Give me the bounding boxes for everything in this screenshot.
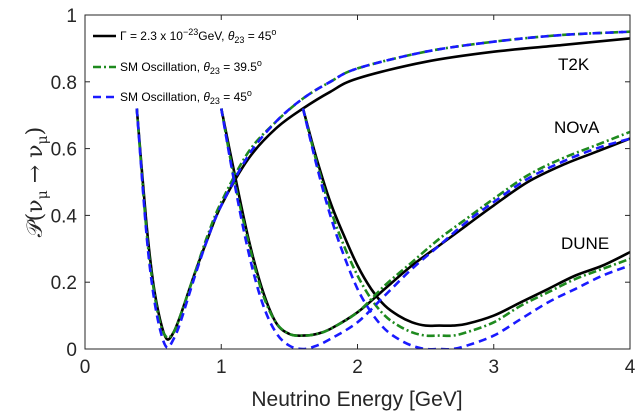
annotation-nova: NOvA [554, 118, 600, 137]
series-line-t2k-gamma [135, 37, 630, 341]
series-line-nova-gamma [220, 108, 630, 337]
svg-text:𝒫(νμ → νμ): 𝒫(νμ → νμ) [23, 127, 51, 237]
y-tick-label: 0.8 [51, 73, 77, 94]
legend-label-sm45: SM Oscillation, θ23 = 45o [120, 88, 252, 106]
y-tick-label: 0 [66, 340, 77, 361]
x-tick-label: 0 [80, 357, 91, 378]
x-tick-label: 1 [216, 357, 227, 378]
y-tick-label: 0.6 [51, 140, 77, 161]
y-tick-label: 1 [66, 6, 77, 27]
legend-label-sm395: SM Oscillation, θ23 = 39.5o [120, 58, 262, 76]
series-line-nova-sm395 [220, 108, 630, 337]
series-line-t2k-sm45 [135, 30, 630, 349]
y-axis-label: 𝒫(νμ → νμ) [23, 127, 51, 237]
x-tick-label: 2 [352, 357, 363, 378]
curves [135, 30, 630, 349]
legend-label-gamma: Γ = 2.3 x 10−23GeV, θ23 = 45o [120, 27, 276, 45]
annotation-dune: DUNE [561, 234, 609, 253]
series-line-dune-gamma [301, 108, 630, 328]
x-axis-label: Neutrino Energy [GeV] [251, 388, 462, 411]
series-line-dune-sm45 [301, 108, 630, 349]
y-tick-label: 0.2 [51, 273, 77, 294]
series-line-nova-sm45 [220, 108, 630, 349]
x-tick-label: 4 [625, 357, 636, 378]
series-line-dune-sm395 [301, 108, 630, 338]
legend: Γ = 2.3 x 10−23GeV, θ23 = 45o SM Oscilla… [93, 27, 276, 106]
axis-ticks: 0 1 2 3 4 0 0.2 0.4 0.6 0.8 1 [51, 6, 636, 378]
annotation-t2k: T2K [558, 55, 590, 74]
x-tick-label: 3 [488, 357, 499, 378]
series-line-t2k-sm395 [135, 30, 630, 340]
y-tick-label: 0.4 [51, 206, 78, 227]
